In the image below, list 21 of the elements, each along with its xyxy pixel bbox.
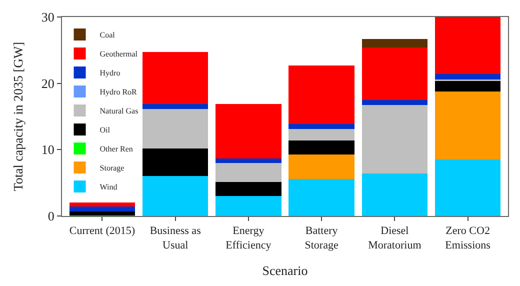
- x-tick-label: Energy Efficiency: [226, 225, 272, 252]
- x-tick-label: Diesel Moratorium: [368, 225, 422, 252]
- legend-label: Hydro: [100, 68, 120, 78]
- legend-label: Oil: [100, 126, 111, 135]
- y-axis-title: Total capacity in 2035 [GW]: [10, 42, 26, 192]
- legend-label: Storage: [100, 164, 125, 173]
- x-tick-label: Battery Storage: [304, 225, 338, 252]
- legend-label: Hydro RoR: [100, 88, 138, 97]
- legend-label: Other Ren: [100, 144, 133, 154]
- legend-label: Wind: [100, 182, 118, 192]
- y-tick-label: 30: [41, 10, 54, 25]
- y-tick-label: 20: [41, 76, 54, 91]
- x-axis-title: Scenario: [262, 263, 308, 278]
- x-tick-label: Current (2015): [69, 225, 136, 238]
- x-tick-label: Business as Usual: [150, 225, 201, 252]
- y-tick-label: 0: [48, 208, 54, 224]
- legend-label: Geothermal: [100, 50, 138, 59]
- legend-label: Coal: [100, 30, 116, 40]
- y-tick-label: 10: [41, 142, 54, 158]
- x-tick-label: Zero CO2 Emissions: [445, 225, 490, 252]
- legend-label: Natural Gas: [100, 106, 138, 116]
